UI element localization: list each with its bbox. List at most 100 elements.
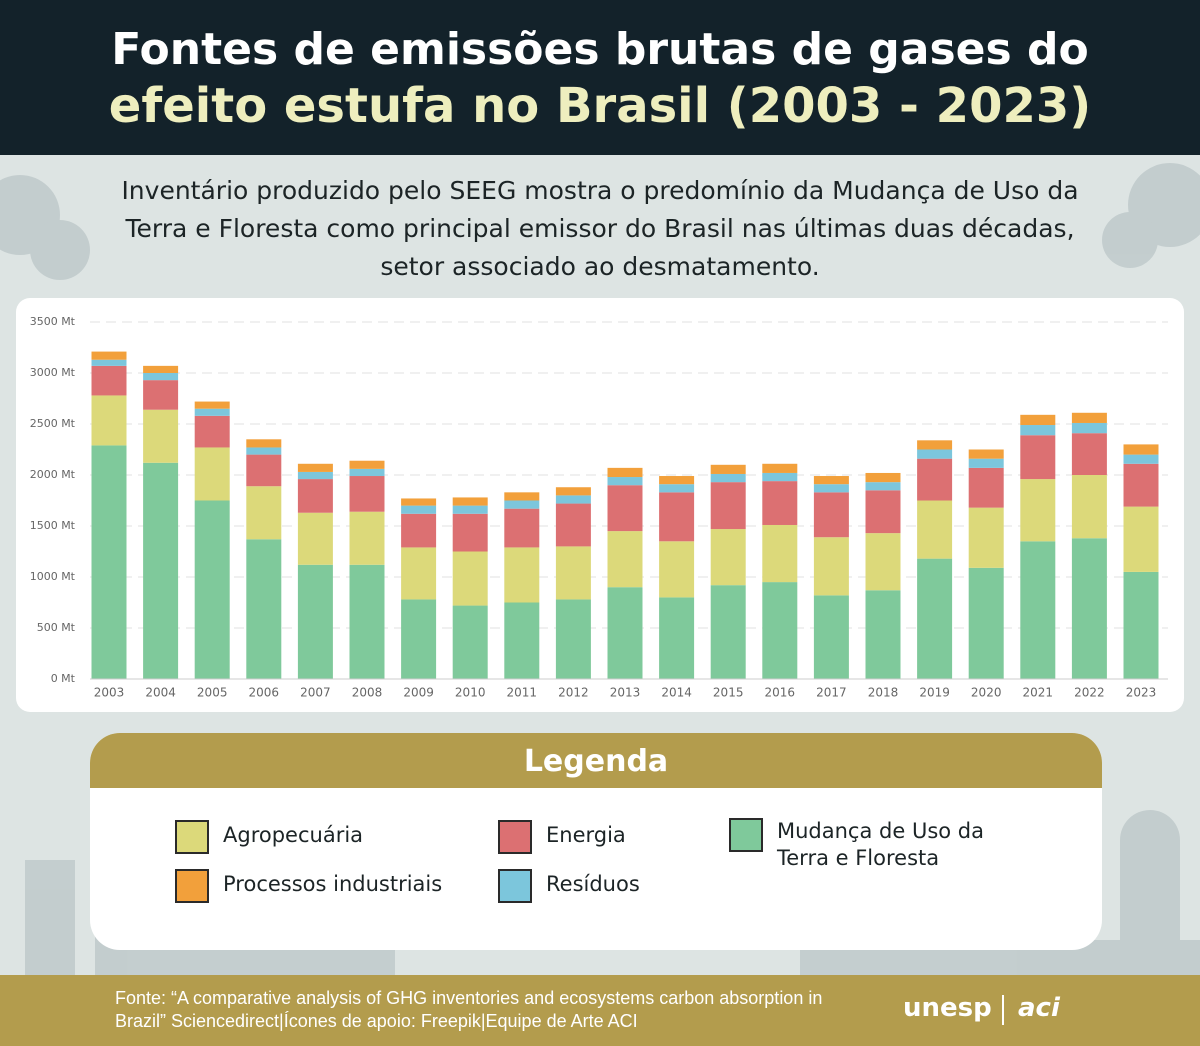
bar-segment <box>349 564 385 679</box>
legend-item: Resíduos <box>498 869 806 903</box>
bar-segment <box>659 484 695 493</box>
bar-segment <box>246 539 282 679</box>
bar-segment <box>813 492 849 538</box>
y-tick-label: 3000 Mt <box>30 366 76 379</box>
bar-segment <box>91 365 127 396</box>
bar-segment <box>917 558 953 679</box>
bar-segment <box>1071 422 1107 434</box>
bar-segment <box>504 492 540 501</box>
bar-segment <box>1020 541 1056 679</box>
bar-segment <box>710 464 746 474</box>
bar-segment <box>452 505 488 514</box>
subtitle: Inventário produzido pelo SEEG mostra o … <box>121 176 1079 281</box>
y-tick-label: 1500 Mt <box>30 519 76 532</box>
bar-segment <box>710 585 746 679</box>
x-tick-label: 2020 <box>971 686 1002 700</box>
y-tick-label: 500 Mt <box>37 621 76 634</box>
x-tick-label: 2012 <box>558 686 589 700</box>
x-tick-label: 2019 <box>919 686 950 700</box>
bar-segment <box>607 467 643 478</box>
bar-segment <box>865 482 901 491</box>
bar-segment <box>246 486 282 540</box>
bar-segment <box>762 481 798 525</box>
bar-segment <box>297 512 333 565</box>
bar-segment <box>401 498 437 506</box>
logo: unesp <box>903 993 992 1023</box>
bar-segment <box>1123 454 1159 464</box>
bar-segment <box>1020 479 1056 542</box>
title-line: Fontes de emissões brutas de gases do <box>111 24 1089 75</box>
bar-segment <box>555 599 591 679</box>
bar-segment <box>297 479 333 513</box>
bar-segment <box>504 500 540 509</box>
bar-segment <box>1123 506 1159 572</box>
legend-swatch <box>175 820 209 854</box>
x-tick-label: 2022 <box>1074 686 1105 700</box>
legend-label: Energia <box>546 823 626 847</box>
bar-segment <box>762 524 798 583</box>
bar-segment <box>762 582 798 679</box>
bar-segment <box>91 351 127 360</box>
bar-segment <box>968 507 1004 568</box>
chart: 0 Mt 500 Mt 1000 Mt 1500 Mt 2000 Mt 2500 Mt 30… <box>16 298 1184 712</box>
bar-segment <box>917 440 953 450</box>
x-tick-label: 2009 <box>403 686 434 700</box>
bar-segment <box>91 445 127 679</box>
bar-segment <box>1071 538 1107 679</box>
bar-segment <box>91 359 127 366</box>
bar-segment <box>504 508 540 548</box>
bar-segment <box>710 473 746 483</box>
legend-label: Processos industriais <box>223 872 443 896</box>
divider <box>1002 995 1004 1025</box>
bar-segment <box>1071 433 1107 475</box>
bar-segment <box>1123 571 1159 679</box>
y-tick-label: 2500 Mt <box>30 417 76 430</box>
bar-segment <box>762 463 798 473</box>
bar-segment <box>607 587 643 679</box>
bar-segment <box>91 395 127 446</box>
bar-segment <box>813 595 849 679</box>
legend-item: Mudança de Uso da Terra e Floresta <box>729 818 1037 872</box>
bar-segment <box>143 462 179 679</box>
legend-label: Resíduos <box>546 872 640 896</box>
bar-segment <box>452 513 488 552</box>
chart-panel <box>16 298 1184 712</box>
bar-segment <box>659 476 695 485</box>
legend-swatch <box>175 869 209 903</box>
bar-segment <box>1071 475 1107 539</box>
y-tick-label: 0 Mt <box>51 672 76 685</box>
bar-segment <box>710 482 746 530</box>
bar-segment <box>813 537 849 596</box>
bar-segment <box>297 564 333 679</box>
title-line: efeito estufa no Brasil (2003 - 2023) <box>108 78 1092 134</box>
bar-segment <box>194 447 230 501</box>
bar-segment <box>1123 444 1159 455</box>
source-note: Fonte: “A comparative analysis of GHG in… <box>115 988 823 1031</box>
legend-swatch <box>498 820 532 854</box>
bar-segment <box>246 439 282 448</box>
bar-segment <box>349 460 385 469</box>
bar-segment <box>555 487 591 496</box>
x-tick-label: 2011 <box>507 686 538 700</box>
bar-segment <box>297 471 333 480</box>
y-tick-label: 3500 Mt <box>30 315 76 328</box>
bar-segment <box>401 599 437 679</box>
legend-swatch <box>729 818 763 852</box>
x-tick-label: 2016 <box>765 686 796 700</box>
bar-segment <box>917 458 953 501</box>
bar-segment <box>194 415 230 448</box>
x-tick-label: 2018 <box>868 686 899 700</box>
bar-segment <box>968 449 1004 459</box>
bar-segment <box>917 449 953 459</box>
bar-segment <box>246 454 282 487</box>
bar-segment <box>813 484 849 493</box>
header: Fontes de emissões brutas de gases do ef… <box>0 0 1200 155</box>
legend-swatch <box>498 869 532 903</box>
logo: aci <box>1018 993 1060 1023</box>
x-tick-label: 2023 <box>1126 686 1157 700</box>
legend-label: Agropecuária <box>223 823 364 847</box>
bar-segment <box>659 492 695 542</box>
bar-segment <box>607 531 643 588</box>
y-tick-label: 2000 Mt <box>30 468 76 481</box>
